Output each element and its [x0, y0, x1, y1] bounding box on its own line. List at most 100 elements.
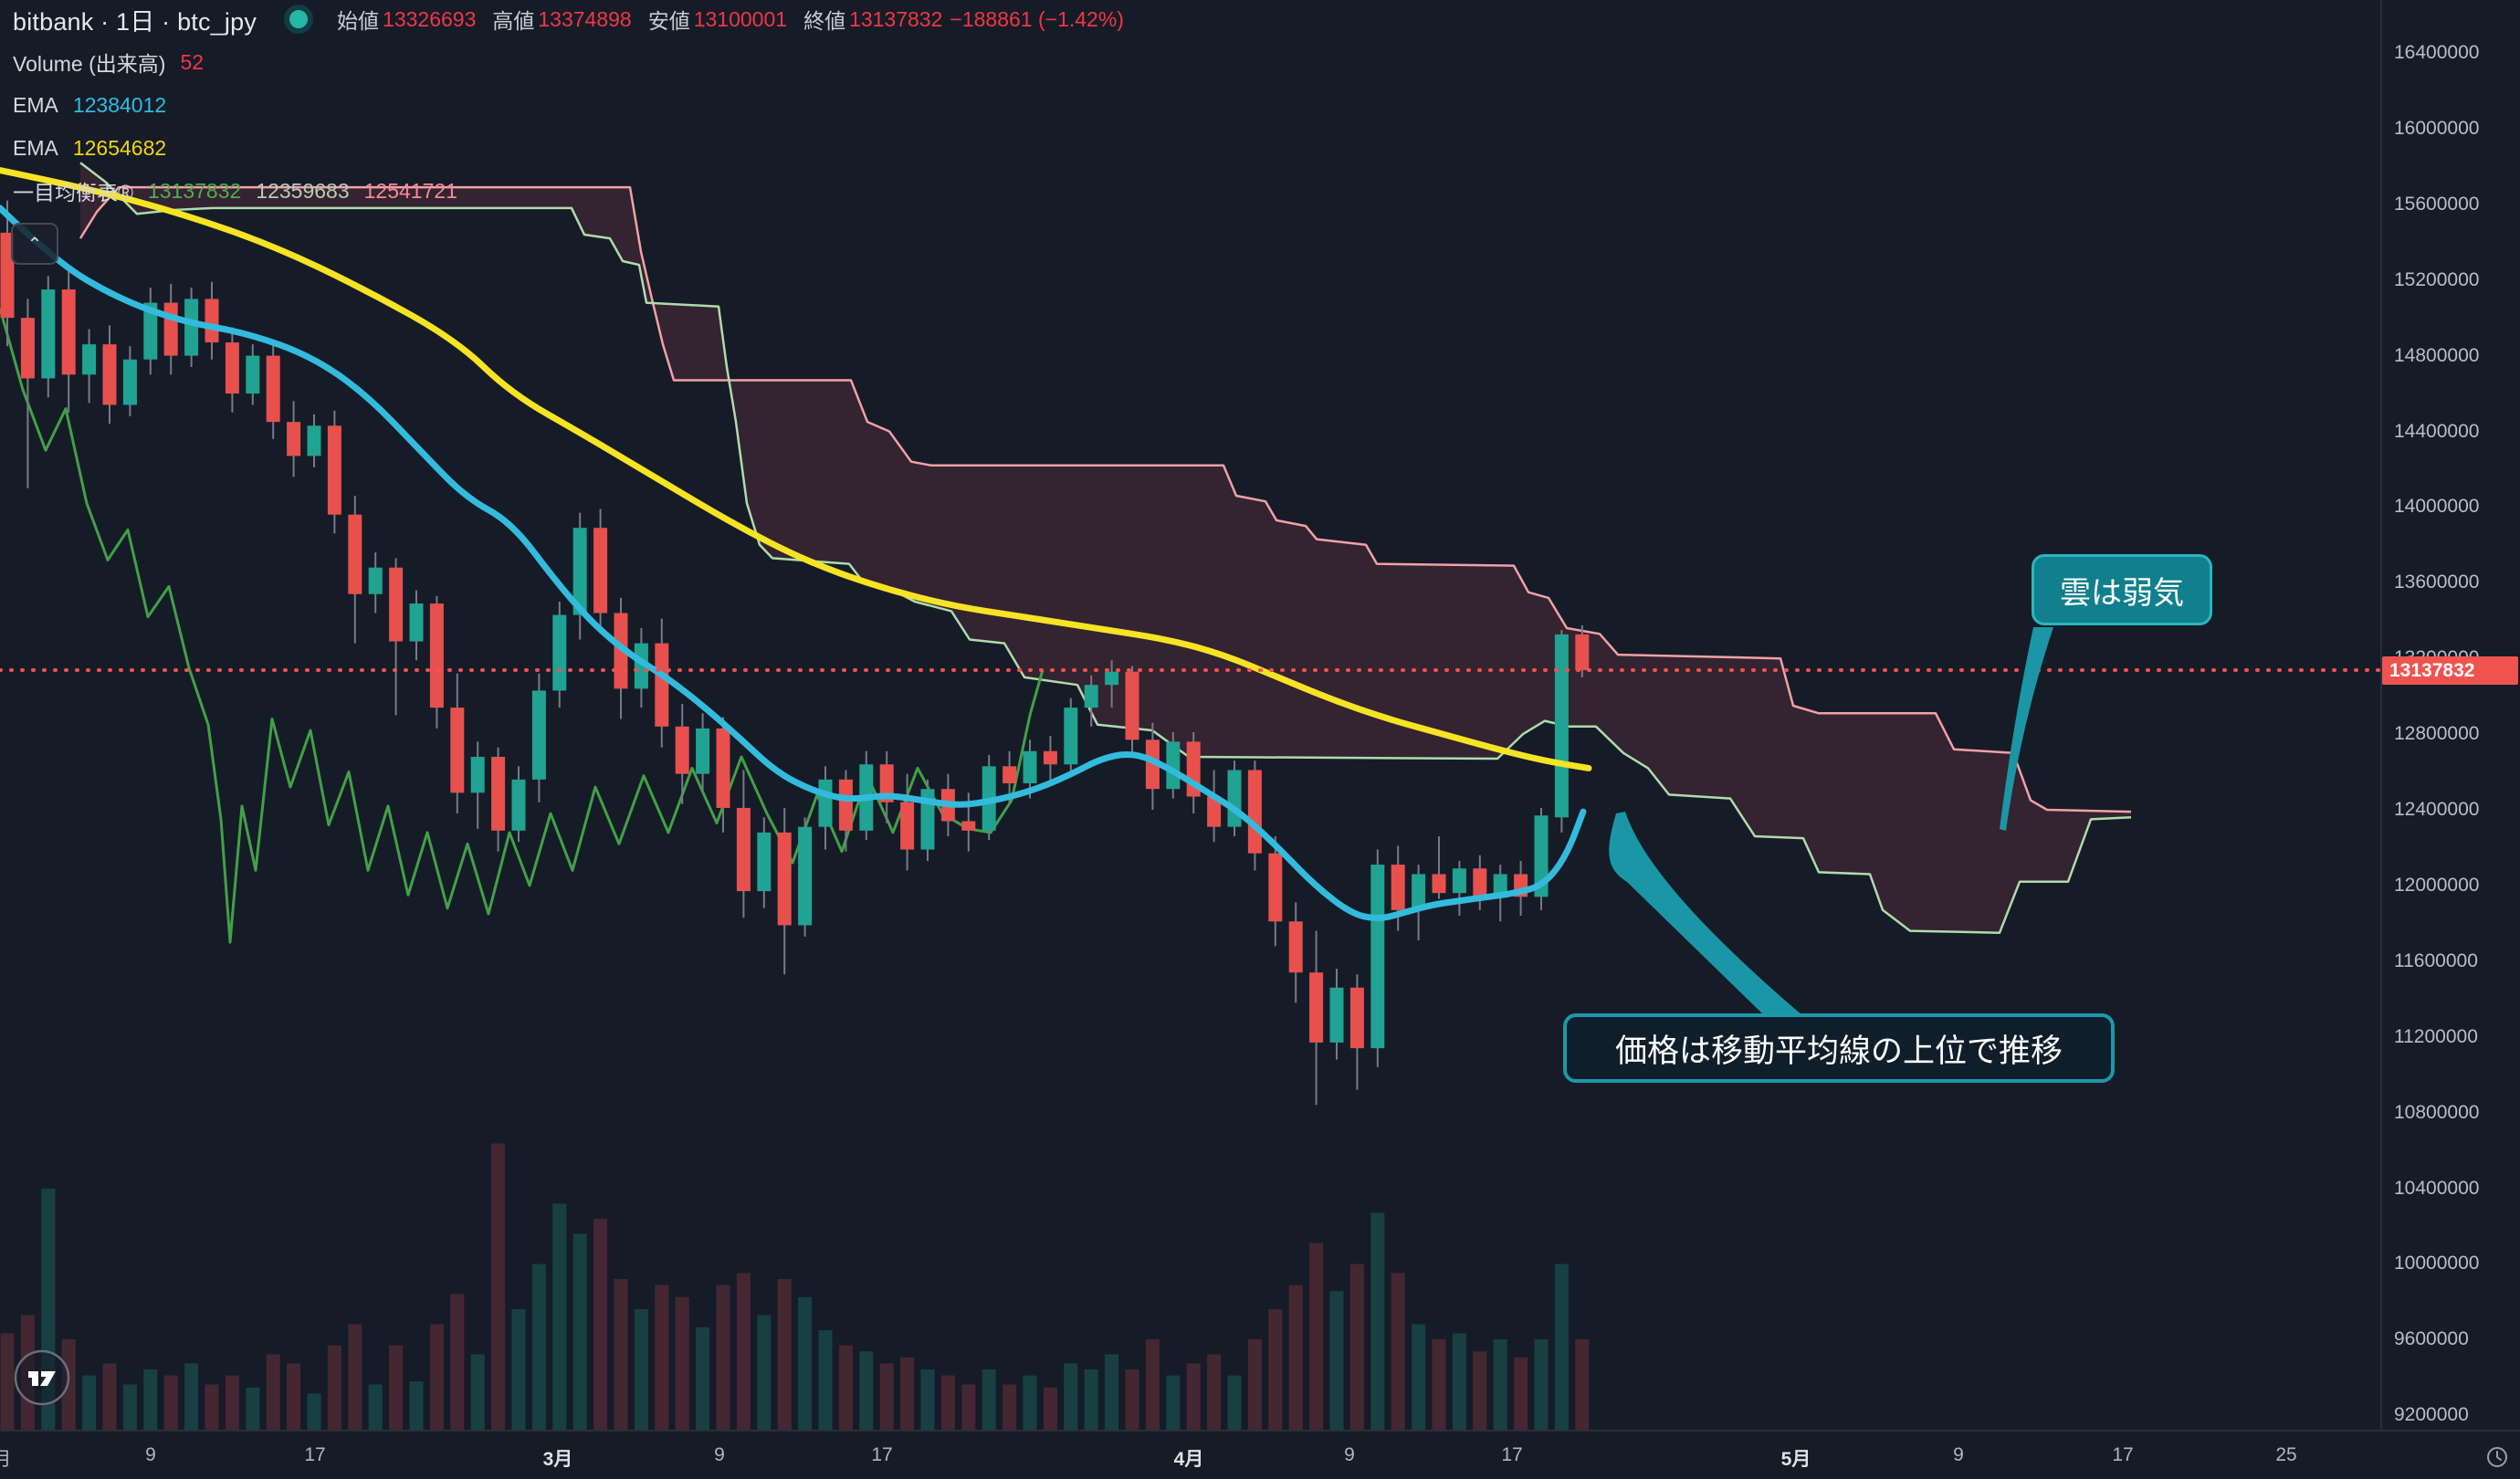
- price-axis-label[interactable]: 10800000: [2394, 1101, 2480, 1123]
- volume-bar: [798, 1296, 813, 1430]
- price-axis-label[interactable]: 14800000: [2394, 344, 2480, 366]
- time-axis-label[interactable]: 4月: [1173, 1449, 1204, 1470]
- volume-bar: [1043, 1387, 1057, 1430]
- time-axis-label[interactable]: 17: [304, 1444, 326, 1465]
- ichimoku-label: 一目均衡表®: [13, 181, 133, 205]
- volume-bar: [1105, 1354, 1119, 1430]
- candle-body: [1105, 671, 1119, 686]
- volume-bar: [225, 1375, 239, 1430]
- volume-bar: [327, 1345, 341, 1430]
- time-axis-label[interactable]: 月: [0, 1449, 12, 1470]
- clock-icon[interactable]: [2485, 1445, 2509, 1469]
- candle-body: [1043, 750, 1057, 765]
- price-axis-label[interactable]: 16400000: [2394, 42, 2480, 63]
- time-axis-label[interactable]: 9: [1344, 1444, 1355, 1465]
- time-axis-label[interactable]: 9: [1953, 1444, 1964, 1465]
- candle-body: [61, 289, 76, 375]
- volume-bar: [1186, 1363, 1201, 1430]
- candle-body: [82, 344, 97, 375]
- price-axis-label[interactable]: 12400000: [2394, 799, 2480, 820]
- time-axis-label[interactable]: 9: [145, 1444, 156, 1465]
- candle-body: [409, 603, 424, 642]
- legend-collapse-button[interactable]: ⌃: [11, 223, 58, 265]
- candle-body: [368, 567, 383, 594]
- price-axis-label[interactable]: 14000000: [2394, 496, 2480, 518]
- high-label: 高値: [492, 9, 535, 33]
- time-axis-label[interactable]: 25: [2275, 1444, 2297, 1465]
- price-axis-label[interactable]: 14400000: [2394, 420, 2480, 442]
- cloud-annotation-text: 雲は弱気: [2060, 575, 2184, 611]
- price-annotation[interactable]: 価格は移動平均線の上位で推移: [1563, 1013, 2115, 1083]
- cloud-annotation[interactable]: 雲は弱気: [2032, 554, 2212, 625]
- price-axis-label[interactable]: 13600000: [2394, 572, 2480, 593]
- candle-body: [0, 232, 15, 319]
- volume-bar: [143, 1369, 158, 1430]
- market-status-icon: [284, 5, 314, 34]
- tradingview-logo[interactable]: [13, 1348, 71, 1407]
- ema-slow-row[interactable]: EMA 12654682: [13, 134, 1140, 162]
- volume-bar: [552, 1203, 567, 1430]
- candle-body: [552, 614, 567, 691]
- price-annotation-text: 価格は移動平均線の上位で推移: [1614, 1033, 2063, 1069]
- volume-bar: [1391, 1273, 1405, 1430]
- volume-bar: [818, 1330, 833, 1430]
- volume-indicator-row[interactable]: Volume (出来高) 52: [13, 48, 1140, 77]
- volume-bar: [1493, 1339, 1507, 1430]
- candle-body: [593, 528, 608, 614]
- candle-body: [838, 779, 853, 831]
- ichimoku-row[interactable]: 一目均衡表® 13137832 12359683 12541721: [13, 177, 1140, 205]
- candle-body: [675, 726, 689, 774]
- time-axis-label[interactable]: 9: [714, 1444, 725, 1465]
- time-axis-label[interactable]: 3月: [542, 1449, 573, 1470]
- change-value: −188861 (−1.42%): [950, 6, 1124, 31]
- candle-body: [1166, 741, 1181, 790]
- candle-body: [757, 832, 772, 892]
- volume-bar: [409, 1381, 424, 1430]
- price-axis-label[interactable]: 11200000: [2394, 1025, 2478, 1047]
- price-axis-label[interactable]: 11600000: [2394, 949, 2478, 971]
- current-price-badge[interactable]: 13137832: [2382, 656, 2518, 685]
- volume-bar: [1534, 1339, 1549, 1430]
- candle-body: [961, 821, 976, 831]
- volume-bar: [961, 1384, 976, 1430]
- volume-bar: [614, 1279, 628, 1430]
- volume-bar: [0, 1333, 15, 1430]
- volume-bar: [1084, 1369, 1098, 1430]
- candle-body: [1534, 815, 1549, 897]
- price-axis-label[interactable]: 9600000: [2394, 1328, 2469, 1350]
- time-axis-label[interactable]: 17: [1501, 1444, 1523, 1465]
- ema-fast-line: [0, 205, 1587, 921]
- price-axis-label[interactable]: 15200000: [2394, 268, 2480, 290]
- ichimoku-lagging-value: 13137832: [147, 178, 242, 203]
- volume-bar: [982, 1369, 996, 1430]
- price-axis-label[interactable]: 10400000: [2394, 1177, 2480, 1199]
- candle-body: [450, 708, 465, 793]
- candle-body: [225, 342, 239, 394]
- symbol-row: bitbank · 1日 · btc_jpy 始値 13326693 高値 13…: [13, 5, 1140, 36]
- price-axis-label[interactable]: 12800000: [2394, 723, 2480, 745]
- candle-body: [1329, 987, 1344, 1043]
- price-axis-label[interactable]: 16000000: [2394, 117, 2480, 139]
- candle-body: [1349, 987, 1364, 1049]
- time-axis-label[interactable]: 5月: [1780, 1449, 1811, 1470]
- volume-bar: [1227, 1375, 1242, 1430]
- candle-body: [696, 728, 710, 774]
- candle-body: [777, 832, 792, 926]
- candle-body: [246, 355, 260, 394]
- time-axis-label[interactable]: 17: [871, 1444, 893, 1465]
- candle-body: [511, 779, 526, 831]
- ema-fast-row[interactable]: EMA 12384012: [13, 91, 1140, 119]
- price-axis-label[interactable]: 9200000: [2394, 1404, 2469, 1426]
- close-label: 終値: [803, 9, 846, 33]
- price-axis-label[interactable]: 12000000: [2394, 874, 2480, 896]
- open-value: 13326693: [383, 6, 477, 31]
- time-axis-label[interactable]: 17: [2112, 1444, 2134, 1465]
- volume-value: 52: [180, 49, 205, 74]
- price-axis-label[interactable]: 15600000: [2394, 193, 2480, 215]
- volume-bar: [1145, 1339, 1160, 1430]
- volume-bar: [634, 1309, 648, 1430]
- volume-bar: [205, 1384, 219, 1430]
- symbol-title[interactable]: bitbank · 1日 · btc_jpy: [13, 7, 257, 36]
- price-axis-label[interactable]: 10000000: [2394, 1253, 2480, 1274]
